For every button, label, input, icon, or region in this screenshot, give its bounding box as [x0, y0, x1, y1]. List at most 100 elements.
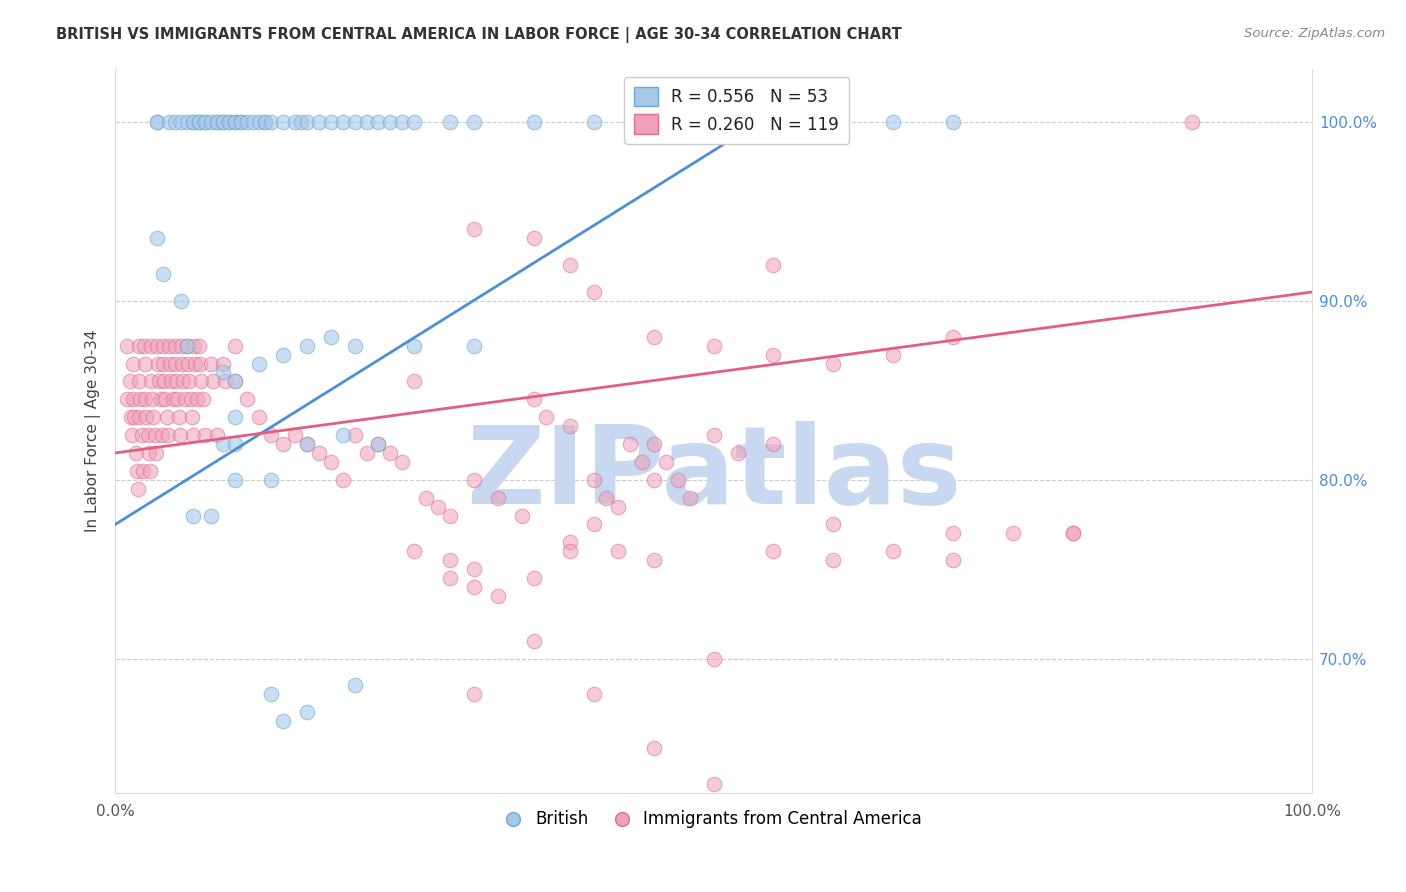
Point [157, 115, 180, 129]
Point [188, 115, 211, 129]
Point [224, 375, 246, 389]
Point [295, 437, 318, 451]
Point [186, 392, 208, 407]
Point [212, 115, 235, 129]
Text: ZIPatlas: ZIPatlas [465, 421, 962, 527]
Point [319, 455, 342, 469]
Point [523, 231, 546, 245]
Point [183, 339, 205, 353]
Point [156, 410, 179, 425]
Point [205, 115, 228, 129]
Point [762, 437, 785, 451]
Point [439, 571, 461, 585]
Point [558, 544, 581, 558]
Point [404, 544, 426, 558]
Point [271, 714, 294, 728]
Point [218, 115, 240, 129]
Point [654, 455, 676, 469]
Point [200, 357, 222, 371]
Point [224, 115, 246, 129]
Point [188, 115, 211, 129]
Point [224, 339, 246, 353]
Point [295, 437, 318, 451]
Point [391, 115, 413, 129]
Point [643, 329, 665, 343]
Point [882, 348, 904, 362]
Point [160, 375, 183, 389]
Point [148, 357, 170, 371]
Point [762, 348, 785, 362]
Point [129, 392, 152, 407]
Point [122, 392, 145, 407]
Point [523, 392, 546, 407]
Point [212, 437, 235, 451]
Point [142, 410, 165, 425]
Point [643, 437, 665, 451]
Point [463, 222, 485, 236]
Point [118, 375, 141, 389]
Point [463, 473, 485, 487]
Point [141, 392, 163, 407]
Point [139, 464, 162, 478]
Point [643, 115, 665, 129]
Point [170, 115, 193, 129]
Point [236, 392, 259, 407]
Point [181, 508, 204, 523]
Point [823, 115, 845, 129]
Point [486, 491, 509, 505]
Point [404, 375, 426, 389]
Point [124, 410, 146, 425]
Point [367, 437, 389, 451]
Point [558, 419, 581, 434]
Point [127, 482, 149, 496]
Point [582, 115, 605, 129]
Point [295, 339, 318, 353]
Point [1181, 115, 1204, 129]
Point [271, 348, 294, 362]
Point [284, 428, 307, 442]
Point [332, 115, 354, 129]
Point [290, 115, 312, 129]
Point [194, 115, 217, 129]
Point [139, 375, 162, 389]
Point [415, 491, 437, 505]
Point [391, 455, 413, 469]
Point [136, 428, 159, 442]
Point [271, 115, 294, 129]
Point [582, 473, 605, 487]
Y-axis label: In Labor Force | Age 30-34: In Labor Force | Age 30-34 [86, 329, 101, 532]
Point [942, 115, 965, 129]
Point [148, 375, 170, 389]
Point [115, 392, 138, 407]
Point [163, 357, 186, 371]
Point [703, 339, 725, 353]
Point [247, 115, 270, 129]
Point [190, 375, 212, 389]
Point [236, 115, 259, 129]
Point [582, 285, 605, 299]
Point [132, 339, 155, 353]
Point [260, 473, 283, 487]
Point [367, 115, 389, 129]
Point [762, 258, 785, 272]
Point [679, 491, 702, 505]
Point [134, 392, 156, 407]
Point [242, 115, 264, 129]
Point [120, 410, 142, 425]
Point [139, 339, 162, 353]
Point [823, 553, 845, 567]
Point [146, 115, 169, 129]
Legend: British, Immigrants from Central America: British, Immigrants from Central America [498, 804, 929, 835]
Point [150, 428, 173, 442]
Point [295, 115, 318, 129]
Point [165, 375, 187, 389]
Point [253, 115, 276, 129]
Point [194, 115, 217, 129]
Point [163, 115, 186, 129]
Point [882, 115, 904, 129]
Point [224, 375, 246, 389]
Point [582, 687, 605, 701]
Point [247, 357, 270, 371]
Point [1062, 526, 1084, 541]
Point [823, 517, 845, 532]
